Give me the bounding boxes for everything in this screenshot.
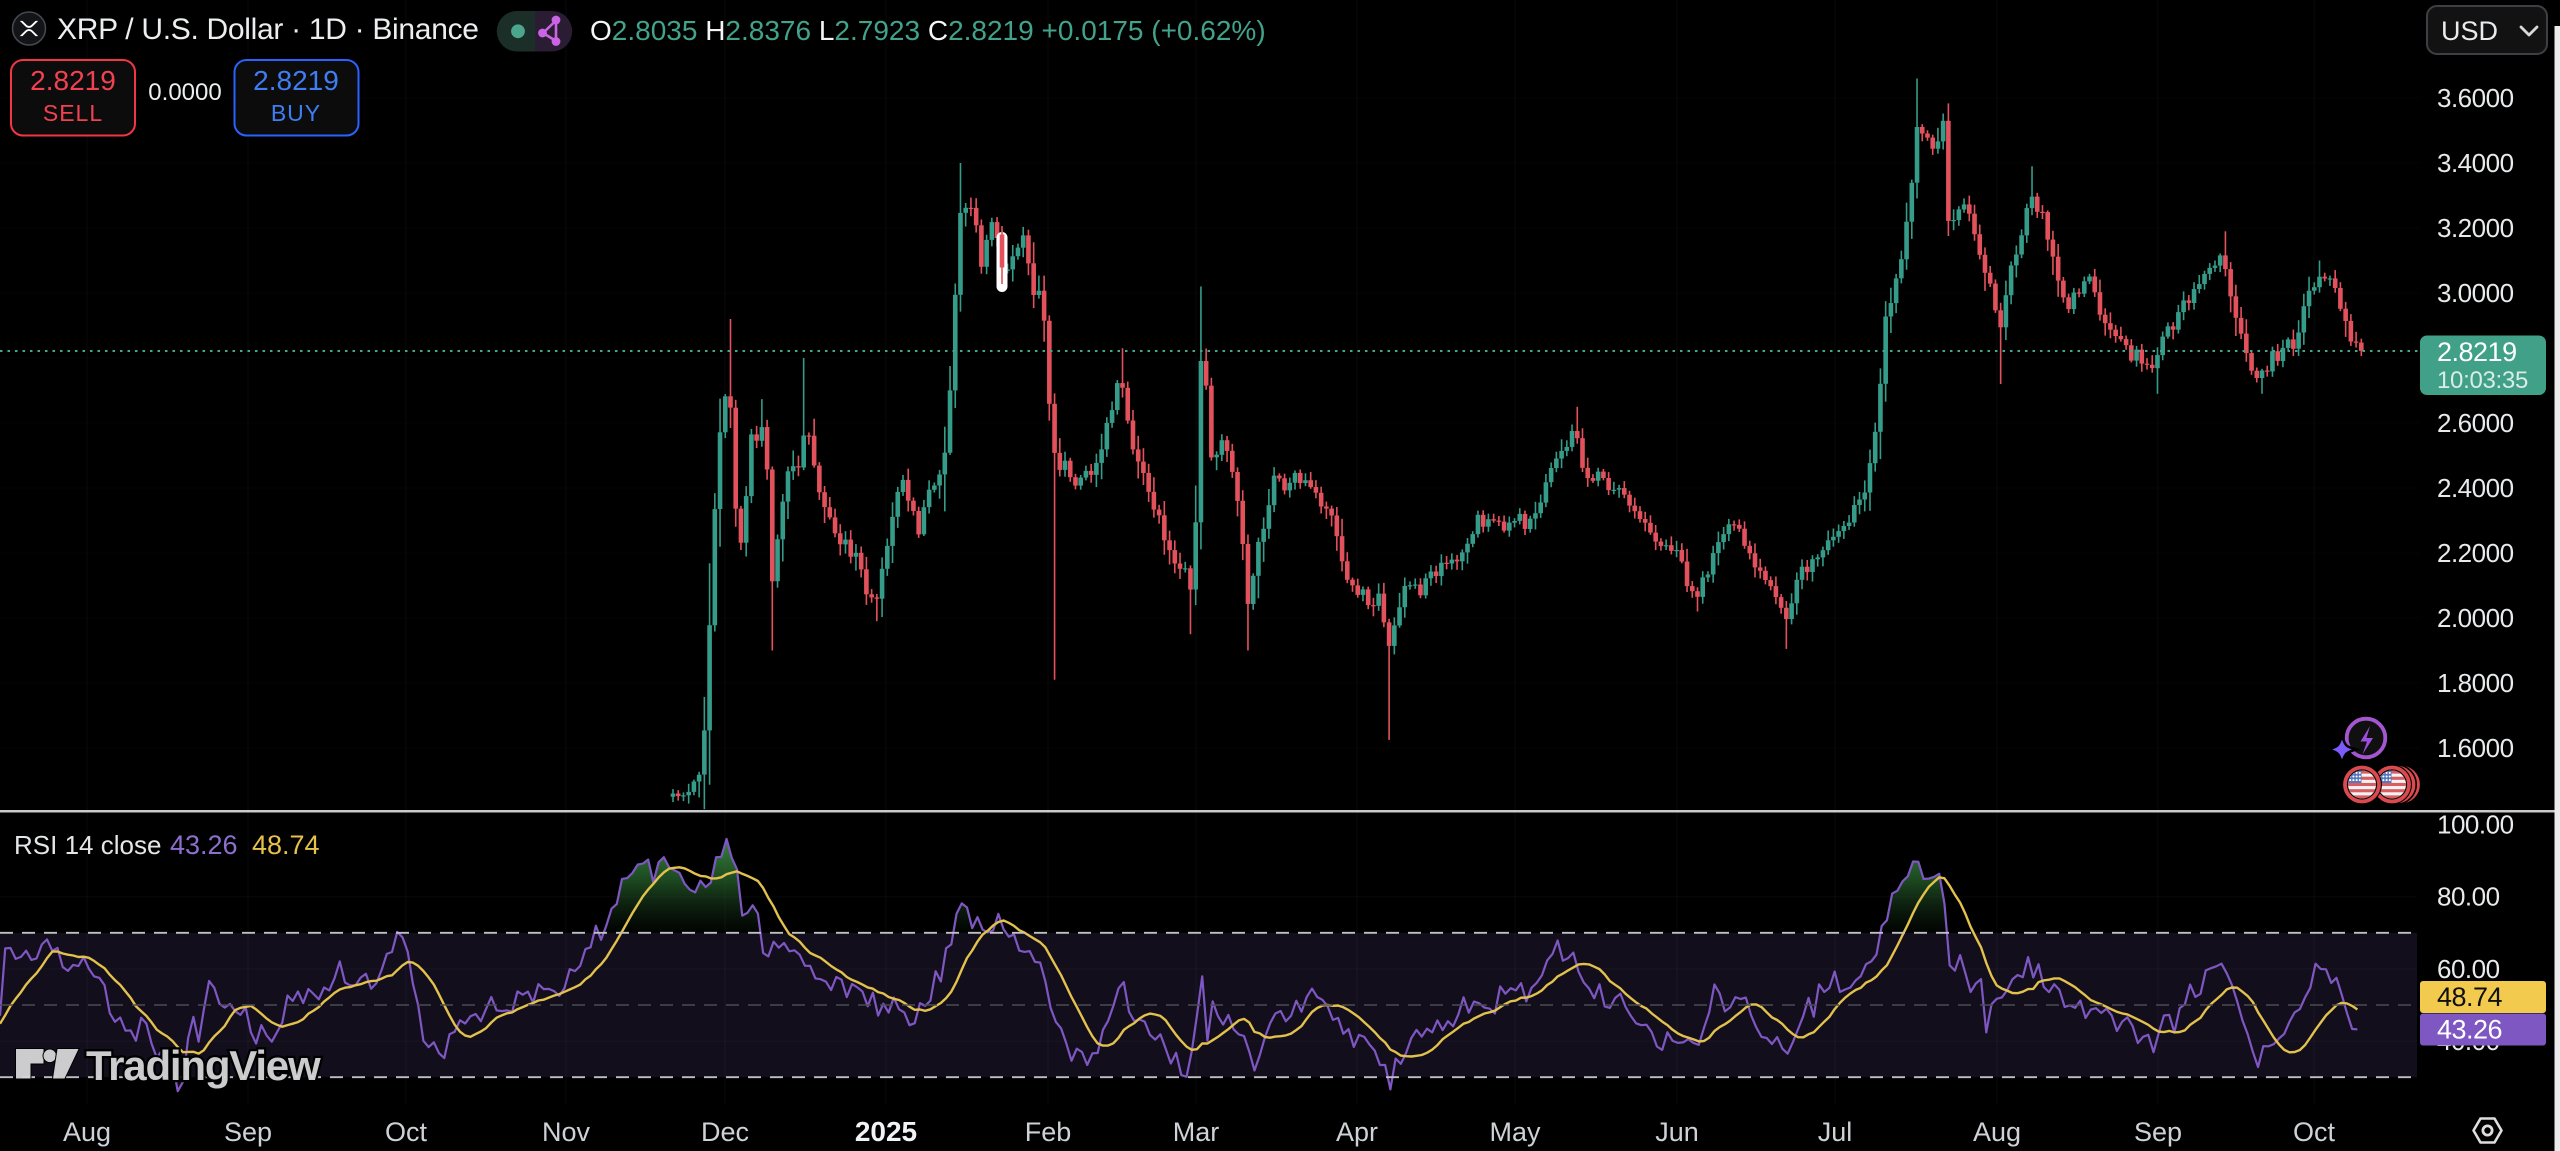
svg-text:48.74: 48.74 <box>252 830 320 860</box>
svg-text:Mar: Mar <box>1173 1117 1220 1147</box>
svg-text:RSI 14 close: RSI 14 close <box>14 830 161 860</box>
svg-text:TradingView: TradingView <box>86 1042 321 1089</box>
svg-text:2.2000: 2.2000 <box>2437 538 2514 568</box>
svg-text:2025: 2025 <box>855 1116 917 1147</box>
svg-text:60.00: 60.00 <box>2437 954 2500 984</box>
svg-text:2.8219: 2.8219 <box>30 65 116 96</box>
svg-text:Apr: Apr <box>1336 1117 1378 1147</box>
svg-text:Sep: Sep <box>2134 1117 2182 1147</box>
svg-text:Jun: Jun <box>1655 1117 1699 1147</box>
svg-text:Nov: Nov <box>542 1117 591 1147</box>
svg-text:Aug: Aug <box>1973 1117 2021 1147</box>
svg-text:2.8219: 2.8219 <box>2437 337 2517 367</box>
svg-text:USD: USD <box>2441 16 2498 46</box>
svg-text:2.0000: 2.0000 <box>2437 603 2514 633</box>
svg-text:BUY: BUY <box>271 100 321 126</box>
svg-text:43.26: 43.26 <box>2437 1015 2502 1045</box>
svg-text:SELL: SELL <box>43 100 103 126</box>
svg-text:2.6000: 2.6000 <box>2437 408 2514 438</box>
svg-text:Aug: Aug <box>63 1117 111 1147</box>
svg-text:0.0000: 0.0000 <box>148 79 221 106</box>
svg-text:3.6000: 3.6000 <box>2437 83 2514 113</box>
svg-text:80.00: 80.00 <box>2437 882 2500 912</box>
svg-text:1.6000: 1.6000 <box>2437 733 2514 763</box>
svg-text:2.4000: 2.4000 <box>2437 473 2514 503</box>
svg-text:XRP / U.S. Dollar · 1D · Binan: XRP / U.S. Dollar · 1D · Binance <box>57 13 479 46</box>
svg-text:Oct: Oct <box>2293 1117 2336 1147</box>
svg-text:43.26: 43.26 <box>170 830 238 860</box>
svg-text:3.0000: 3.0000 <box>2437 278 2514 308</box>
svg-text:10:03:35: 10:03:35 <box>2437 367 2528 394</box>
svg-text:Jul: Jul <box>1818 1117 1853 1147</box>
svg-text:3.4000: 3.4000 <box>2437 148 2514 178</box>
svg-text:3.2000: 3.2000 <box>2437 213 2514 243</box>
svg-text:O2.8035 H2.8376 L2.7923 C2.: O2.8035 H2.8376 L2.7923 C2.8219 +0.0175 … <box>590 15 1266 46</box>
svg-text:100.00: 100.00 <box>2437 810 2514 840</box>
svg-text:Feb: Feb <box>1025 1117 1072 1147</box>
svg-text:48.74: 48.74 <box>2437 982 2503 1012</box>
svg-text:Dec: Dec <box>701 1117 749 1147</box>
svg-text:2.8219: 2.8219 <box>253 65 339 96</box>
svg-text:Sep: Sep <box>224 1117 272 1147</box>
svg-text:May: May <box>1489 1117 1541 1147</box>
svg-text:Oct: Oct <box>385 1117 428 1147</box>
svg-text:1.8000: 1.8000 <box>2437 668 2514 698</box>
